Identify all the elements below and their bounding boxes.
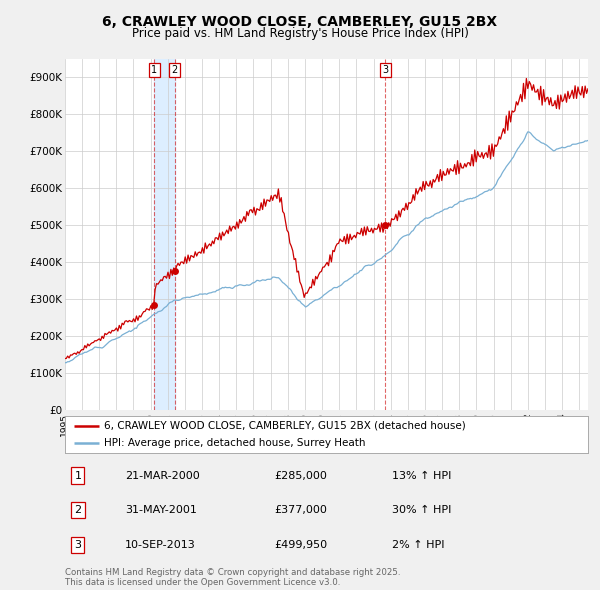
Text: 6, CRAWLEY WOOD CLOSE, CAMBERLEY, GU15 2BX: 6, CRAWLEY WOOD CLOSE, CAMBERLEY, GU15 2… xyxy=(103,15,497,30)
Text: 1: 1 xyxy=(74,471,82,481)
Text: Contains HM Land Registry data © Crown copyright and database right 2025.
This d: Contains HM Land Registry data © Crown c… xyxy=(65,568,400,587)
Text: 31-MAY-2001: 31-MAY-2001 xyxy=(125,505,197,515)
Text: £499,950: £499,950 xyxy=(274,540,327,550)
Text: 13% ↑ HPI: 13% ↑ HPI xyxy=(392,471,451,481)
Text: Price paid vs. HM Land Registry's House Price Index (HPI): Price paid vs. HM Land Registry's House … xyxy=(131,27,469,40)
Text: 2: 2 xyxy=(172,65,178,75)
Text: 2: 2 xyxy=(74,505,82,515)
Text: 2% ↑ HPI: 2% ↑ HPI xyxy=(392,540,444,550)
Text: 21-MAR-2000: 21-MAR-2000 xyxy=(125,471,200,481)
Text: £285,000: £285,000 xyxy=(274,471,327,481)
Text: 1: 1 xyxy=(151,65,157,75)
Text: 6, CRAWLEY WOOD CLOSE, CAMBERLEY, GU15 2BX (detached house): 6, CRAWLEY WOOD CLOSE, CAMBERLEY, GU15 2… xyxy=(104,421,466,431)
Text: 3: 3 xyxy=(74,540,82,550)
Text: £377,000: £377,000 xyxy=(274,505,327,515)
Bar xyxy=(154,59,175,410)
Text: 10-SEP-2013: 10-SEP-2013 xyxy=(125,540,196,550)
Text: 3: 3 xyxy=(382,65,388,75)
Text: 30% ↑ HPI: 30% ↑ HPI xyxy=(392,505,451,515)
Text: HPI: Average price, detached house, Surrey Heath: HPI: Average price, detached house, Surr… xyxy=(104,438,365,448)
